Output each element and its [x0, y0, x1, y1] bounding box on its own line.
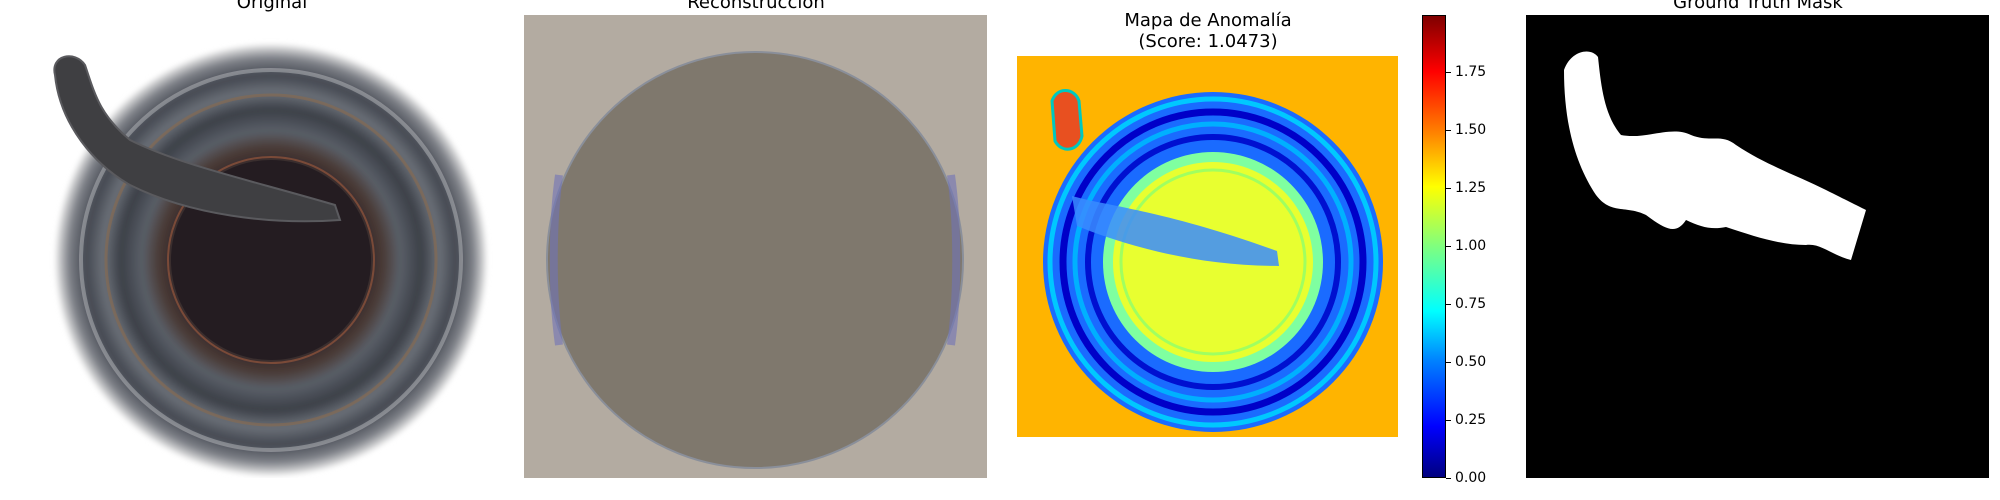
anomaly-map-image: [1017, 56, 1398, 437]
colorbar-tick-mark: [1446, 362, 1451, 363]
colorbar-tick-label: 0.75: [1455, 296, 1487, 312]
ground-truth-mask-image: [1526, 15, 1989, 478]
ground-truth-title-text: Ground Truth Mask: [1673, 0, 1843, 13]
colorbar-tick-mark: [1446, 304, 1451, 305]
reconstruction-image: [524, 15, 987, 478]
anomaly-map-title-line2: (Score: 1.0473): [1138, 31, 1278, 52]
colorbar-tick-label: 0.25: [1455, 412, 1487, 428]
colorbar-tick-mark: [1446, 420, 1451, 421]
original-image-graphic: [40, 15, 503, 478]
original-image: [40, 15, 503, 478]
anomaly-map-graphic: [1017, 56, 1398, 437]
reconstruction-image-graphic: [524, 15, 987, 478]
reconstruction-title-text: Reconstrucción: [687, 0, 825, 13]
colorbar-tick-label: 1.50: [1455, 122, 1487, 138]
colorbar-tick-mark: [1446, 130, 1451, 131]
colorbar-tick-mark: [1446, 72, 1451, 73]
anomaly-map-title-line1: Mapa de Anomalía: [1124, 10, 1292, 31]
reconstruction-title: Reconstrucción: [576, 0, 936, 13]
colorbar-tick-label: 0.50: [1455, 354, 1487, 370]
original-title-text: Original: [236, 0, 308, 13]
ground-truth-title: Ground Truth Mask: [1578, 0, 1938, 13]
colorbar-tick-label: 0.00: [1455, 470, 1487, 486]
colorbar-tick-label: 1.75: [1455, 64, 1487, 80]
colorbar-tick-mark: [1446, 188, 1451, 189]
colorbar: [1422, 15, 1446, 478]
original-title: Original: [92, 0, 452, 13]
colorbar-tick-mark: [1446, 478, 1451, 479]
colorbar-tick-label: 1.00: [1455, 238, 1487, 254]
ground-truth-mask-graphic: [1526, 15, 1989, 478]
anomaly-map-title: Mapa de Anomalía (Score: 1.0473): [1028, 10, 1388, 52]
colorbar-tick-label: 1.25: [1455, 180, 1487, 196]
colorbar-tick-mark: [1446, 246, 1451, 247]
